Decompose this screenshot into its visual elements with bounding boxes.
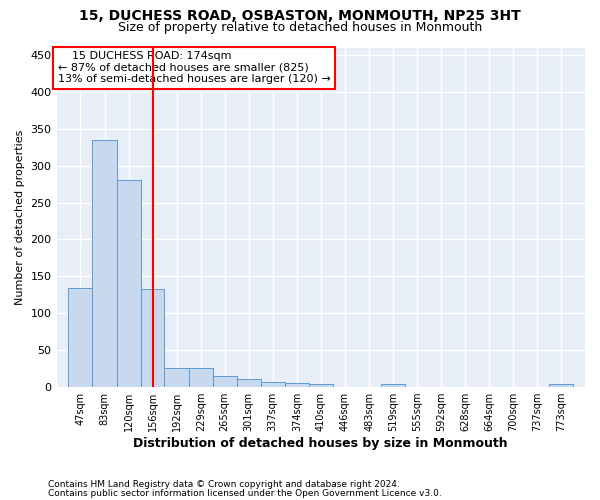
Bar [309, 384, 332, 387]
Text: Size of property relative to detached houses in Monmouth: Size of property relative to detached ho… [118, 21, 482, 34]
Text: Contains HM Land Registry data © Crown copyright and database right 2024.: Contains HM Land Registry data © Crown c… [48, 480, 400, 489]
Bar [213, 376, 236, 387]
Bar [92, 140, 117, 387]
X-axis label: Distribution of detached houses by size in Monmouth: Distribution of detached houses by size … [133, 437, 508, 450]
Y-axis label: Number of detached properties: Number of detached properties [15, 130, 25, 305]
Bar [285, 384, 309, 387]
Bar [189, 368, 213, 387]
Bar [68, 288, 92, 387]
Text: 15, DUCHESS ROAD, OSBASTON, MONMOUTH, NP25 3HT: 15, DUCHESS ROAD, OSBASTON, MONMOUTH, NP… [79, 9, 521, 23]
Bar [549, 384, 573, 387]
Bar [236, 379, 260, 387]
Bar [164, 368, 189, 387]
Bar [117, 180, 140, 387]
Bar [381, 384, 405, 387]
Bar [260, 382, 285, 387]
Bar [140, 289, 164, 387]
Text: Contains public sector information licensed under the Open Government Licence v3: Contains public sector information licen… [48, 488, 442, 498]
Text: 15 DUCHESS ROAD: 174sqm  
← 87% of detached houses are smaller (825)
13% of semi: 15 DUCHESS ROAD: 174sqm ← 87% of detache… [58, 51, 331, 84]
